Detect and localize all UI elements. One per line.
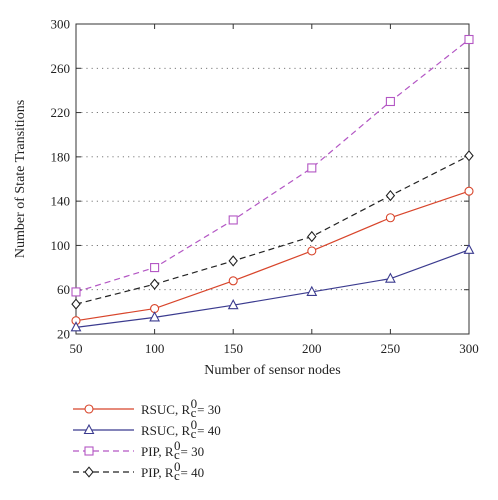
legend-marker xyxy=(84,466,94,478)
series-line xyxy=(75,249,470,328)
data-point xyxy=(228,255,238,267)
series-line xyxy=(75,39,470,293)
legend-label-superscript: 0 xyxy=(191,396,198,411)
x-tick-label: 200 xyxy=(302,341,322,356)
x-tick-label: 300 xyxy=(459,341,479,356)
y-tick-label: 100 xyxy=(51,238,71,253)
x-tick-label: 50 xyxy=(70,341,83,356)
series-4 xyxy=(71,150,474,310)
data-point xyxy=(150,263,160,273)
legend-entry-2: RSUC, R 0c = 40 xyxy=(73,417,221,441)
data-point xyxy=(385,96,395,107)
x-tick-label: 100 xyxy=(145,341,165,356)
data-point xyxy=(384,272,396,283)
data-point xyxy=(307,163,317,173)
y-tick-label: 180 xyxy=(51,149,71,164)
series-2 xyxy=(70,243,475,332)
legend-label-value: = 30 xyxy=(197,402,221,417)
y-tick-label: 260 xyxy=(51,61,71,76)
legend-label-superscript: 0 xyxy=(174,438,181,453)
legend-label: RSUC, R xyxy=(141,423,190,438)
legend-marker xyxy=(84,446,94,456)
y-tick-label: 220 xyxy=(51,105,71,120)
legend-label-subscript: c xyxy=(174,468,180,483)
x-tick-label: 250 xyxy=(381,341,401,356)
data-point xyxy=(307,246,317,256)
legend-label: PIP, R xyxy=(141,444,174,459)
axis-ticks: 20 60 100 140 180 220 260 300 50 100 150 200 250 300 xyxy=(51,17,479,357)
y-tick-label: 140 xyxy=(51,194,71,209)
legend-label: RSUC, R xyxy=(141,402,190,417)
y-tick-label: 20 xyxy=(57,327,70,342)
series-group xyxy=(70,34,475,332)
legend-label-value: = 40 xyxy=(197,423,221,438)
y-axis-title: Number of State Transitions xyxy=(13,100,28,258)
data-point xyxy=(149,311,161,322)
data-point xyxy=(70,321,82,332)
legend-marker xyxy=(83,423,95,435)
legend-entry-1: RSUC, R 0c = 30 xyxy=(73,396,221,420)
legend-label-superscript: 0 xyxy=(191,417,198,432)
x-axis-title: Number of sensor nodes xyxy=(204,363,340,378)
legend-label-subscript: c xyxy=(191,405,197,420)
data-point xyxy=(385,189,396,202)
series-3 xyxy=(71,34,474,297)
legend-label-superscript: 0 xyxy=(174,459,181,474)
data-point xyxy=(71,298,81,310)
data-point xyxy=(306,285,318,296)
data-point xyxy=(307,230,317,243)
data-point xyxy=(71,287,81,297)
data-point xyxy=(464,150,474,162)
data-point xyxy=(149,278,160,290)
series-1 xyxy=(71,186,474,326)
data-point xyxy=(228,215,238,225)
data-point xyxy=(228,276,238,286)
series-line xyxy=(75,155,470,305)
data-point xyxy=(385,213,395,223)
data-point xyxy=(227,299,239,310)
legend-label-value: = 40 xyxy=(181,465,205,480)
data-point xyxy=(463,243,475,254)
legend-label-subscript: c xyxy=(191,426,197,441)
plot-frame xyxy=(75,23,470,335)
grid-lines xyxy=(76,67,469,291)
data-point xyxy=(464,34,474,45)
x-tick-label: 150 xyxy=(223,341,243,356)
y-tick-label: 300 xyxy=(51,17,71,32)
data-point xyxy=(464,186,474,196)
y-tick-label: 60 xyxy=(57,282,70,297)
series-line xyxy=(75,190,470,322)
legend-entry-3: PIP, R 0c = 30 xyxy=(73,438,204,462)
legend-entry-4: PIP, R 0c = 40 xyxy=(73,459,204,483)
legend-marker xyxy=(84,404,94,414)
legend-label: PIP, R xyxy=(141,465,174,480)
legend-label-value: = 30 xyxy=(181,444,205,459)
legend-label-subscript: c xyxy=(174,447,180,462)
